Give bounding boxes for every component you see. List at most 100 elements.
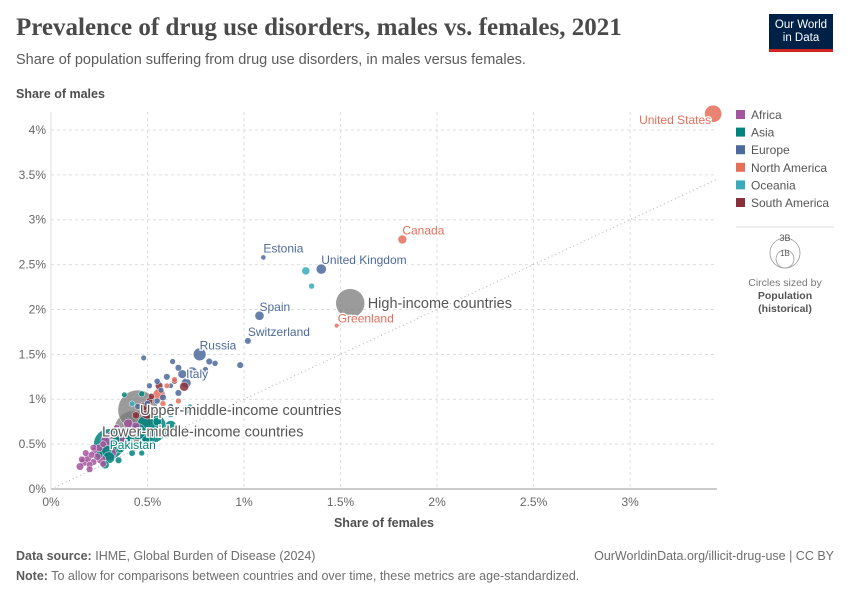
- y-tick-label: 2.5%: [19, 258, 47, 272]
- data-point: [132, 411, 140, 420]
- legend-item: Oceania: [751, 178, 796, 192]
- data-point: [308, 282, 315, 290]
- point-label: Lower-middle-income countries: [102, 425, 303, 441]
- legend-swatch: [736, 110, 745, 119]
- data-point: [153, 377, 161, 385]
- labeled-point: [244, 337, 252, 345]
- y-tick-label: 3.5%: [19, 168, 47, 182]
- labeled-point: [254, 310, 265, 321]
- data-point: [177, 369, 187, 379]
- x-tick-label: 2%: [428, 495, 446, 509]
- legend-swatch: [736, 180, 745, 190]
- y-tick-label: 0.5%: [19, 437, 47, 451]
- data-point: [152, 417, 162, 427]
- data-point: [169, 358, 176, 365]
- owid-logo[interactable]: Our World in Data: [769, 14, 833, 52]
- source-label: Data source:: [16, 549, 92, 563]
- data-point: [129, 400, 136, 407]
- data-point: [153, 397, 161, 405]
- data-point: [167, 411, 174, 418]
- labeled-point: [334, 323, 340, 329]
- note-label: Note:: [16, 569, 48, 583]
- point-label: Greenland: [338, 312, 394, 326]
- logo-line-2: in Data: [782, 32, 820, 44]
- data-point: [113, 424, 121, 432]
- data-point: [163, 382, 170, 389]
- labeled-point: [397, 234, 407, 245]
- data-point: [148, 404, 155, 412]
- x-tick-label: 1.5%: [327, 495, 355, 509]
- data-point: [82, 449, 90, 457]
- data-point: [171, 376, 178, 383]
- data-point: [167, 403, 174, 410]
- size-legend-small-circle: [775, 249, 795, 269]
- data-point: [163, 373, 171, 381]
- labeled-point: [335, 288, 365, 318]
- source-text[interactable]: IHME, Global Burden of Disease (2024): [95, 549, 316, 563]
- data-point: [205, 357, 213, 366]
- point-label: High-income countries: [368, 296, 512, 312]
- y-tick-label: 1%: [29, 392, 47, 406]
- point-label: United Kingdom: [321, 253, 406, 267]
- data-point: [99, 460, 107, 468]
- data-point: [187, 403, 193, 410]
- point-label: Upper-middle-income countries: [140, 403, 341, 419]
- data-point: [157, 387, 165, 394]
- legend-swatch: [736, 145, 745, 155]
- point-label: Russia: [200, 338, 237, 352]
- data-point: [163, 431, 171, 439]
- legend-swatch: [736, 162, 745, 172]
- data-point: [174, 389, 182, 397]
- y-tick-label: 3%: [29, 213, 47, 227]
- y-tick-label: 4%: [29, 123, 47, 137]
- data-point: [115, 456, 123, 464]
- size-legend: 3B 1B Circles sized by Population (histo…: [736, 226, 834, 315]
- y-tick-label: 1.5%: [19, 347, 47, 361]
- labeled-point: [704, 104, 723, 123]
- data-point: [138, 449, 145, 457]
- size-legend-big-label: 3B: [779, 233, 790, 243]
- data-point: [134, 403, 142, 410]
- data-point: [78, 455, 86, 463]
- labeled-point: [260, 254, 267, 261]
- y-axis-label: Share of males: [16, 87, 105, 101]
- size-legend-caption: Circles sized by: [748, 277, 822, 289]
- x-tick-label: 3%: [621, 495, 639, 509]
- data-point: [89, 444, 98, 452]
- data-point: [121, 391, 128, 398]
- data-point: [159, 393, 167, 401]
- legend-item: North America: [751, 161, 827, 175]
- data-point: [131, 421, 141, 431]
- data-point: [174, 364, 182, 372]
- source-url[interactable]: OurWorldinData.org/illicit-drug-use | CC…: [594, 549, 834, 563]
- data-point: [140, 354, 147, 362]
- data-points: [75, 104, 723, 473]
- data-point: [202, 366, 209, 373]
- parity-line: [50, 178, 718, 490]
- source-line: Data source: IHME, Global Burden of Dise…: [16, 549, 315, 563]
- x-tick-label: 2.5%: [520, 495, 548, 509]
- data-point: [159, 400, 167, 407]
- x-tick-label: 1%: [235, 495, 253, 509]
- data-point: [154, 409, 161, 416]
- data-point: [186, 366, 198, 378]
- x-tick-label: 0%: [42, 495, 60, 509]
- data-point: [75, 462, 84, 471]
- note-line: Note: To allow for comparisons between c…: [16, 569, 579, 583]
- y-tick-label: 2%: [29, 302, 47, 316]
- labeled-point: [193, 347, 207, 361]
- chart-title: Prevalence of drug use disorders, males …: [16, 14, 622, 41]
- data-point: [211, 360, 219, 367]
- point-label: Estonia: [263, 241, 303, 255]
- data-point: [175, 397, 182, 405]
- color-legend: Africa Asia Europe North America Oceania Sout…: [736, 108, 829, 210]
- point-labels: United States Canada Estonia United Kingdom…: [101, 112, 713, 454]
- data-point: [99, 440, 107, 448]
- labeled-point: [315, 263, 327, 275]
- data-point: [141, 435, 150, 444]
- point-label: Canada: [402, 223, 444, 237]
- data-point: [146, 382, 153, 389]
- axes: 0% 0.5% 1% 1.5% 2% 2.5% 3% 3.5% 4% 0% 0.5% 1% 1.5% 2%…: [19, 112, 717, 509]
- data-point: [236, 361, 244, 369]
